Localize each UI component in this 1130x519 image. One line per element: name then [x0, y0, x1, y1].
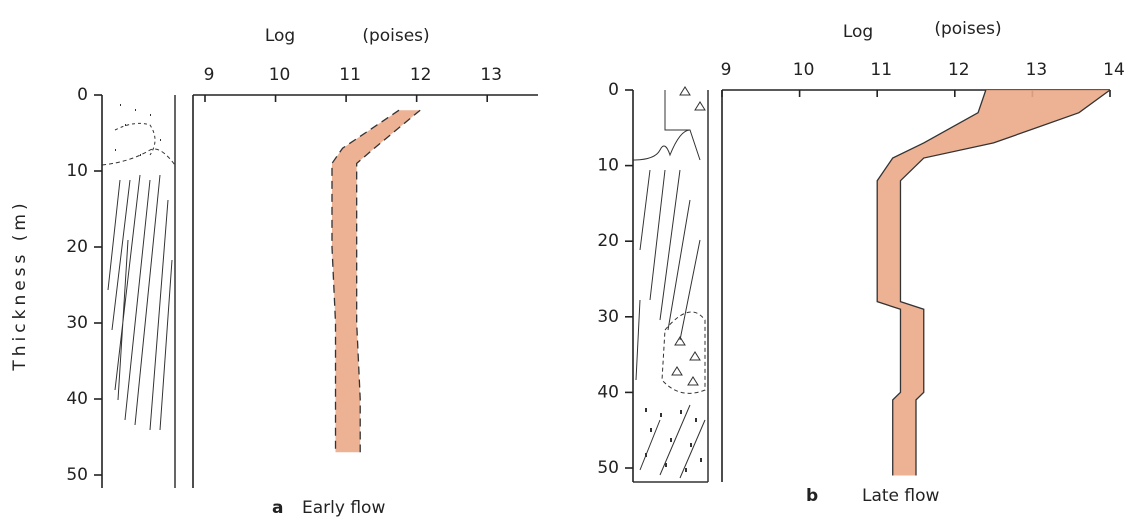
band-lower-edge [331, 109, 400, 453]
y-tick-label: 40 [66, 389, 88, 409]
x-tick-label: 10 [793, 60, 815, 80]
y-tick-label: 30 [597, 307, 619, 327]
y-tick-label: 0 [608, 80, 619, 100]
x-tick-label: 12 [410, 65, 432, 85]
y-axis-label: Thickness (m) [10, 199, 30, 371]
panel-title: Late flow [862, 486, 940, 506]
y-tick-label: 50 [597, 458, 619, 478]
x-axis-label: Log [265, 26, 295, 46]
viscosity-band [331, 110, 421, 453]
y-tick-label: 50 [66, 465, 88, 485]
y-tick-label: 40 [597, 382, 619, 402]
x-tick-label: 13 [1026, 60, 1048, 80]
y-tick-label: 20 [597, 231, 619, 251]
panel-letter: b [806, 486, 818, 506]
y-tick-label: 0 [77, 85, 88, 105]
x-tick-label: 11 [339, 65, 361, 85]
x-axis-label: Log [843, 22, 873, 42]
x-tick-label: 10 [269, 65, 291, 85]
band-upper-edge [356, 109, 421, 453]
x-tick-label: 11 [870, 60, 892, 80]
panel-title: Early flow [302, 498, 385, 518]
panel-letter: a [272, 498, 283, 518]
y-tick-label: 10 [597, 156, 619, 176]
y-tick-label: 10 [66, 161, 88, 181]
y-tick-label: 20 [66, 237, 88, 257]
x-tick-label: 9 [204, 65, 215, 85]
x-tick-label: 14 [1103, 60, 1125, 80]
band-upper-edge [899, 89, 1111, 476]
x-tick-label: 13 [480, 65, 502, 85]
x-axis-unit: (poises) [934, 19, 1001, 39]
lithology-column-b [632, 86, 709, 483]
y-tick-label: 30 [66, 313, 88, 333]
band-lower-edge [876, 89, 987, 476]
viscosity-band [877, 90, 1110, 476]
x-tick-label: 12 [948, 60, 970, 80]
x-axis-unit: (poises) [362, 26, 429, 46]
lithology-column-a [101, 95, 176, 488]
x-tick-label: 9 [721, 60, 732, 80]
